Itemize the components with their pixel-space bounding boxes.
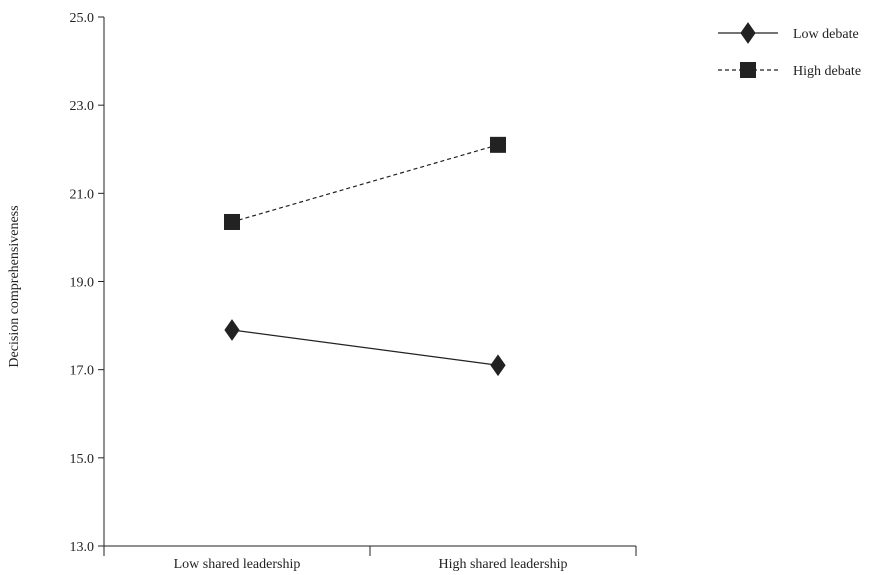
x-category-label: Low shared leadership <box>174 557 301 572</box>
y-tick-label: 19.0 <box>70 276 95 291</box>
x-axis-ticks: Low shared leadership High shared leaders… <box>103 546 637 572</box>
y-tick-label: 21.0 <box>70 187 95 202</box>
series-line-low-debate <box>231 329 499 366</box>
legend-label-low-debate: Low debate <box>793 27 859 42</box>
y-axis-title: Decision comprehensiveness <box>7 205 22 367</box>
y-tick-label: 17.0 <box>70 364 95 379</box>
legend-marker-high-debate <box>740 62 756 78</box>
legend: Low debate High debate <box>718 22 861 79</box>
series <box>224 136 506 377</box>
y-tick-label: 23.0 <box>70 99 95 114</box>
legend-item-high-debate: High debate <box>718 62 861 79</box>
x-category-label: High shared leadership <box>438 557 567 572</box>
y-tick-label: 25.0 <box>70 11 95 26</box>
data-point-low-debate <box>490 354 506 377</box>
series-line-high-debate <box>231 144 499 223</box>
legend-marker-low-debate <box>740 22 756 44</box>
data-point-high-debate <box>490 136 506 153</box>
data-point-high-debate <box>224 213 240 230</box>
y-tick-label: 15.0 <box>70 452 95 467</box>
series-low-debate <box>224 319 506 377</box>
axes: 13.0 15.0 17.0 19.0 21.0 23.0 25.0 Low shared … <box>70 11 637 572</box>
legend-item-low-debate: Low debate <box>718 22 859 44</box>
data-point-low-debate <box>224 319 240 341</box>
series-high-debate <box>224 136 506 230</box>
y-tick-label: 13.0 <box>70 540 95 555</box>
y-axis-ticks: 13.0 15.0 17.0 19.0 21.0 23.0 25.0 <box>70 11 104 555</box>
legend-label-high-debate: High debate <box>793 64 861 79</box>
